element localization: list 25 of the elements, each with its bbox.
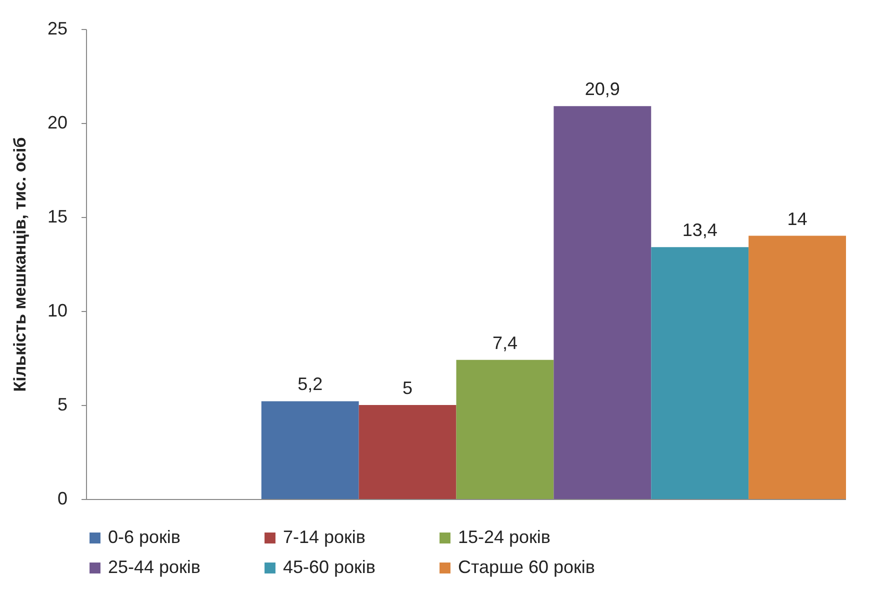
bar [456,360,554,499]
y-tick-label: 5 [57,394,68,414]
bar [748,236,846,499]
data-label: 5,2 [298,374,323,394]
bar [261,401,359,499]
bar [358,405,456,499]
data-label: 20,9 [584,79,620,100]
y-axis-title: Кількість мешканців, тис. осіб [10,137,30,392]
data-label: 5 [402,378,413,398]
y-tick-label: 10 [47,300,68,320]
bar [554,106,652,499]
y-tick-label: 15 [47,206,68,226]
legend-label: Старше 60 років [458,557,595,577]
legend-label: 7-14 років [283,527,366,547]
bar [651,247,749,499]
legend-label: 0-6 років [108,527,180,547]
y-tick-label: 25 [47,18,68,38]
legend-label: 25-44 років [108,557,200,577]
data-label: 14 [787,208,808,229]
data-label: 13,4 [682,220,718,240]
data-label: 7,4 [492,332,518,353]
legend-label: 15-24 років [458,527,550,547]
legend-label: 45-60 років [283,557,376,577]
y-tick-label: 20 [47,112,68,132]
y-tick-label: 0 [57,488,68,508]
